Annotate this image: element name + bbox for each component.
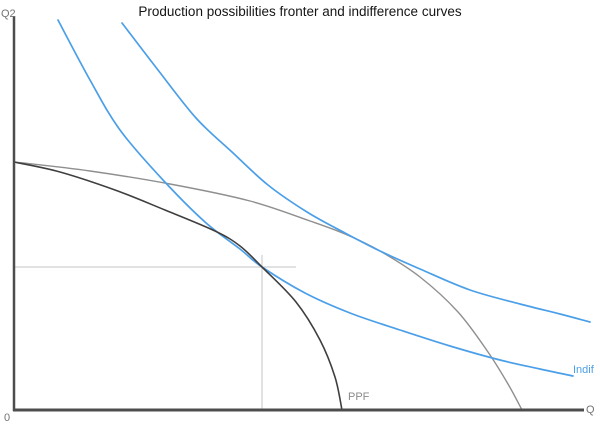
ppf-curve-label: PPF [348, 391, 370, 403]
y-axis-label: Q2 [1, 8, 16, 20]
indifference-high-curve [121, 22, 591, 323]
chart-title: Production possibilities fronter and ind… [138, 4, 462, 19]
indifference-curve-label: Indif [573, 364, 594, 376]
origin-label: 0 [4, 412, 11, 424]
indifference-low-curve [57, 19, 574, 377]
ppf-inner-curve [13, 161, 343, 411]
frontier-outer-curve [13, 161, 523, 411]
x-axis-label: Q [586, 404, 595, 416]
